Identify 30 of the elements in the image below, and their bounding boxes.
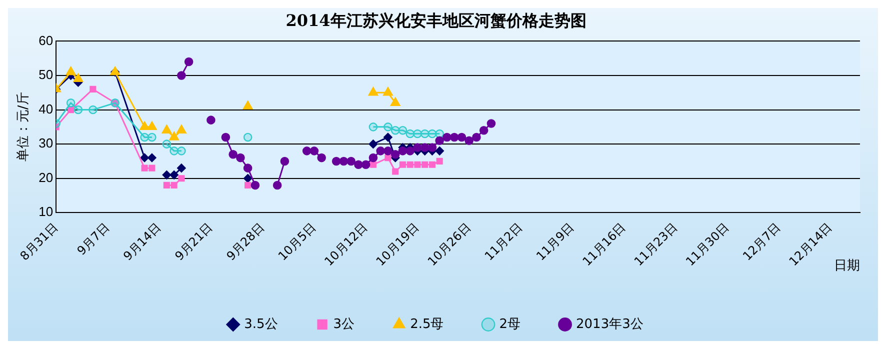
x-tick-label: 9月28日 [224, 220, 267, 264]
x-tick-label: 10月5日 [275, 220, 319, 264]
legend-label: 3.5公 [244, 316, 278, 332]
x-tick-label: 11月2日 [482, 220, 526, 264]
y-tick-label: 20 [38, 170, 54, 185]
x-tick-label: 11月30日 [683, 220, 732, 269]
x-tick-label: 11月16日 [580, 220, 628, 269]
y-tick-label: 50 [38, 67, 54, 82]
y-axis-title: 单位：元/斤 [16, 92, 32, 162]
x-tick-label: 11月23日 [631, 220, 680, 269]
x-tick-label: 8月31日 [17, 220, 60, 264]
y-tick-label: 10 [38, 204, 54, 220]
y-tick-label: 40 [38, 101, 54, 116]
x-tick-label: 10月19日 [373, 220, 422, 269]
x-tick-label: 11月9日 [534, 220, 577, 264]
y-tick-label: 30 [38, 136, 54, 151]
x-tick-label: 10月26日 [424, 220, 474, 269]
legend-label: 2母 [499, 316, 521, 332]
x-tick-label: 9月21日 [172, 220, 216, 264]
legend-label: 2.5母 [410, 316, 444, 332]
legend-label: 3公 [333, 316, 355, 332]
legend-label: 2013年3公 [576, 316, 644, 332]
x-tick-label: 12月14日 [786, 220, 835, 269]
y-tick-label: 60 [38, 32, 54, 48]
x-axis-title: 日期 [834, 258, 860, 274]
x-tick-label: 9月14日 [120, 220, 164, 264]
x-tick-label: 10月12日 [322, 220, 370, 269]
x-tick-label: 9月7日 [74, 220, 112, 258]
x-tick-label: 12月7日 [740, 220, 784, 264]
chart-title: 2014年江苏兴化安丰地区河蟹价格走势图 [286, 10, 586, 30]
